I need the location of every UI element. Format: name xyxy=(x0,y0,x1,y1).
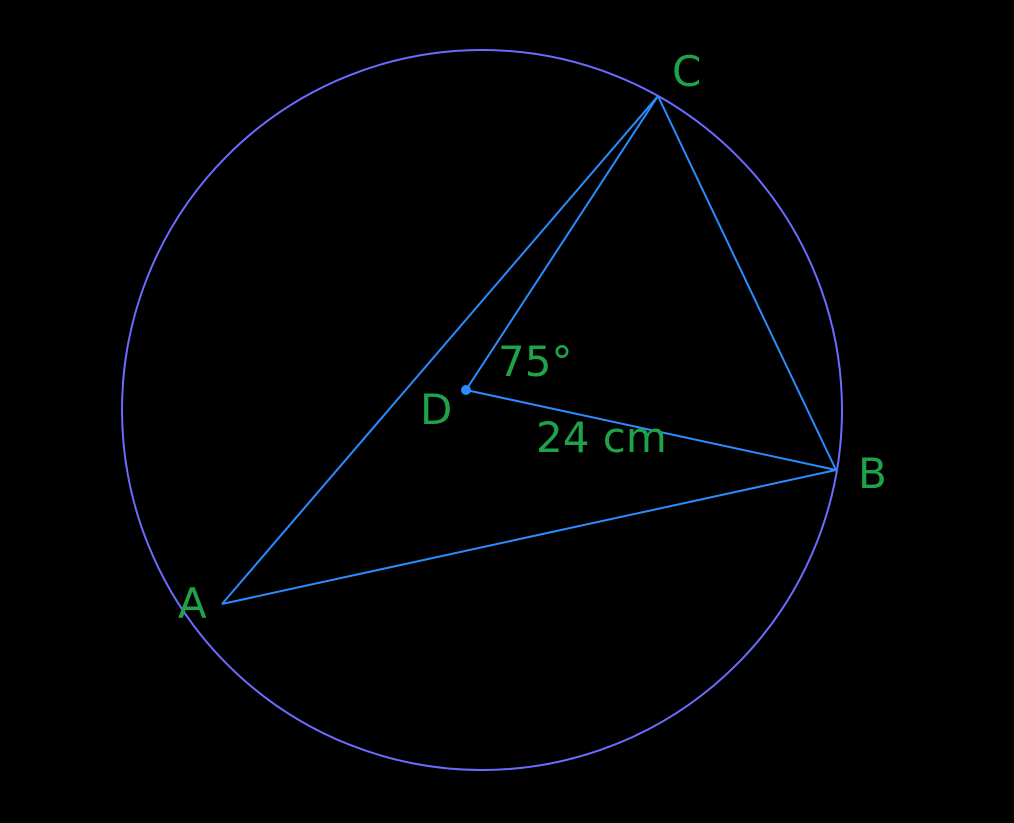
segment-BC xyxy=(658,96,836,470)
segment-AB xyxy=(222,470,836,604)
label-C: C xyxy=(672,47,701,96)
length-label: 24 cm xyxy=(536,413,667,462)
point-D-dot xyxy=(461,385,471,395)
label-A: A xyxy=(178,579,207,628)
angle-label: 75° xyxy=(498,337,572,386)
segment-AC xyxy=(222,96,658,604)
outer-circle xyxy=(122,50,842,770)
geometry-diagram: A B C D 75° 24 cm xyxy=(0,0,1014,823)
label-B: B xyxy=(858,449,887,498)
label-D: D xyxy=(420,385,452,434)
